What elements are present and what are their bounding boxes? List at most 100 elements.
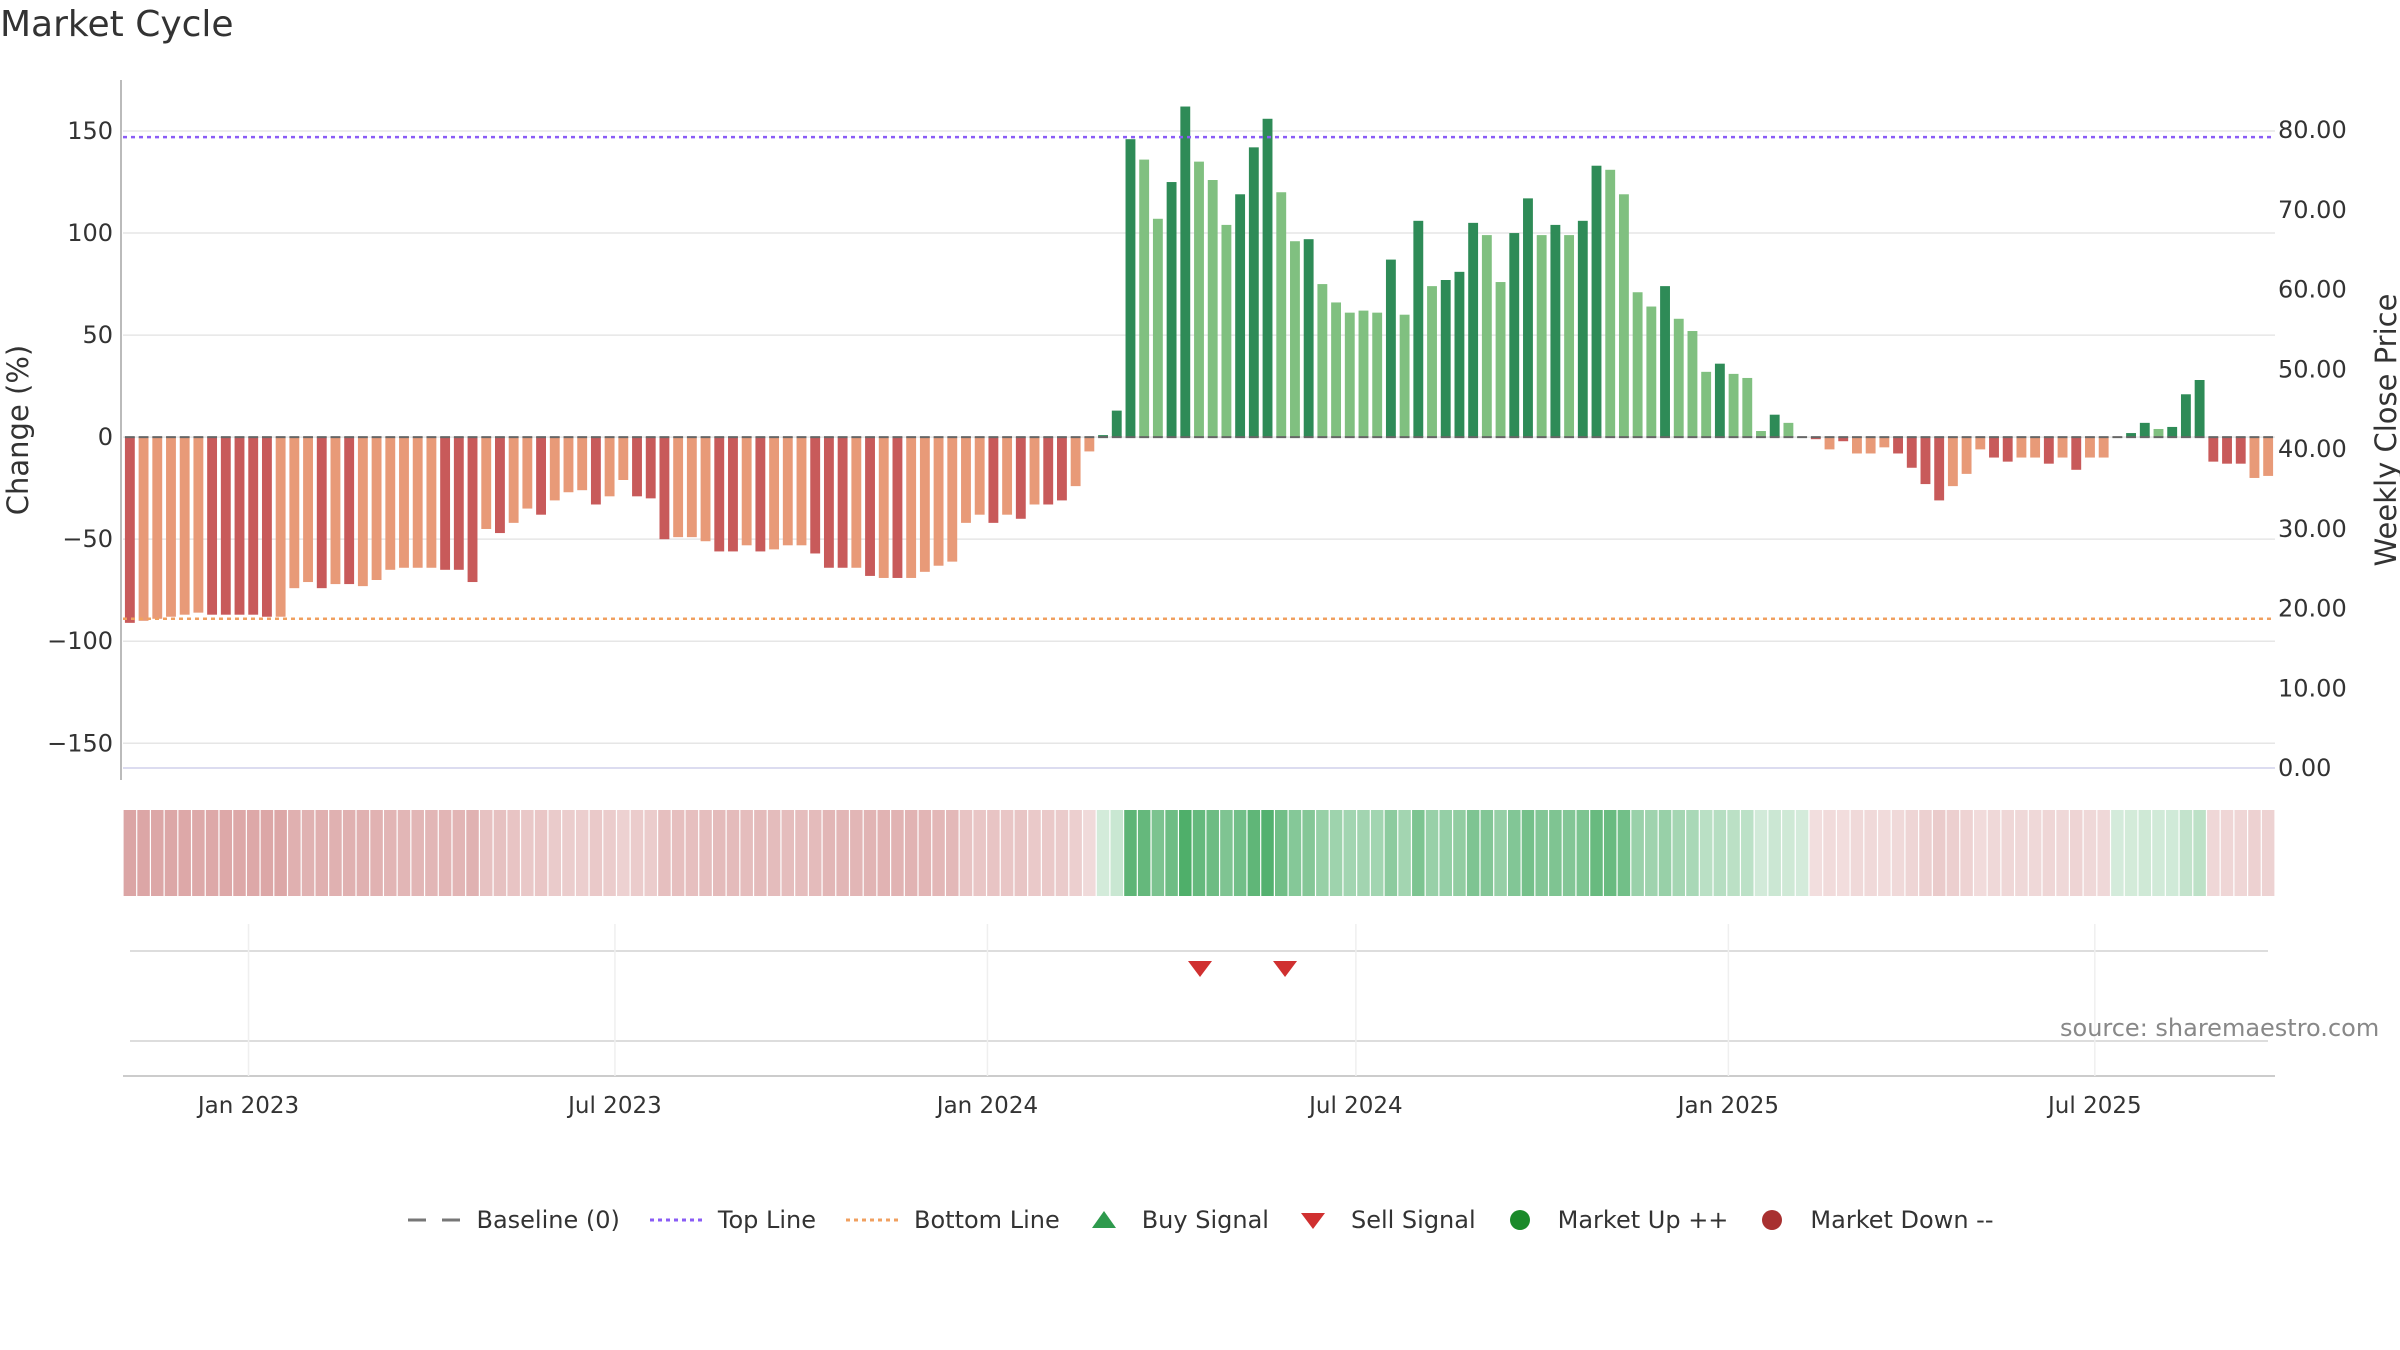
heat-cell	[1247, 810, 1261, 896]
bar	[1002, 437, 1013, 515]
bar	[1056, 437, 1067, 501]
bar	[1934, 437, 1945, 501]
heat-cell	[507, 810, 520, 896]
heat-cell	[1672, 810, 1685, 896]
y2-tick-label: 40.00	[2278, 435, 2347, 463]
sell-signal-marker	[1273, 961, 1298, 977]
heat-cell	[1590, 810, 1603, 896]
y2-tick-label: 70.00	[2278, 196, 2347, 224]
bar	[234, 437, 245, 615]
bar	[1577, 220, 1588, 438]
bar	[1468, 222, 1479, 438]
bar	[1152, 218, 1163, 438]
y-tick-label: −100	[47, 627, 113, 655]
heat-cell	[411, 810, 424, 896]
heat-cell	[1357, 810, 1370, 896]
heat-cell	[164, 810, 178, 896]
heat-cell	[1645, 810, 1658, 896]
bar	[453, 437, 464, 570]
bar	[1084, 437, 1095, 452]
heat-cell	[685, 810, 699, 896]
bar	[399, 437, 409, 568]
bar	[275, 437, 286, 617]
bar	[1660, 286, 1670, 438]
heat-cell	[932, 810, 945, 896]
heat-cell	[1370, 810, 1384, 896]
bar	[261, 437, 272, 617]
heat-cell	[1220, 810, 1233, 896]
heat-cell	[822, 810, 836, 896]
bar	[933, 437, 944, 566]
bar	[1838, 437, 1849, 442]
legend-label: Market Down --	[1810, 1206, 1994, 1234]
heat-cell	[260, 810, 274, 896]
bar	[426, 437, 437, 568]
bar	[1481, 235, 1492, 438]
bar	[2263, 437, 2274, 476]
heat-cell	[1055, 810, 1069, 896]
triangle-up-icon	[1091, 1211, 1116, 1228]
bar	[138, 437, 149, 621]
bar	[645, 437, 656, 499]
bar	[220, 437, 231, 615]
bar	[1879, 437, 1890, 448]
triangle-down	[1300, 1213, 1325, 1229]
bar	[495, 437, 505, 534]
bar	[1125, 139, 1136, 438]
heat-cell	[1850, 810, 1864, 896]
circle	[1762, 1210, 1783, 1230]
heat-cell	[1549, 810, 1562, 896]
heat-cell	[2001, 810, 2014, 896]
heat-cell	[1535, 810, 1548, 896]
heat-cell	[959, 810, 973, 896]
heat-cell	[1412, 810, 1425, 896]
heat-cell	[521, 810, 534, 896]
legend-label: Buy Signal	[1141, 1206, 1269, 1234]
heat-cell	[1823, 810, 1836, 896]
bar	[1111, 410, 1122, 438]
bar	[1413, 220, 1424, 438]
bar	[2030, 437, 2041, 458]
heat-cell	[2179, 810, 2193, 896]
heat-cell	[1041, 810, 1055, 896]
axes: 150 100 50 0 −50 −100 −150 80.00 70.00 60.00 50.00…	[1, 80, 2400, 782]
heat-cell	[2138, 810, 2152, 896]
heat-cell	[1562, 810, 1576, 896]
heat-cell	[1151, 810, 1165, 896]
bar	[1509, 233, 1520, 438]
bar	[604, 437, 615, 497]
heat-cell	[438, 810, 452, 896]
bar	[330, 437, 341, 585]
legend-item-sell-signal: Sell Signal	[1297, 1206, 1476, 1234]
bar	[700, 437, 711, 542]
legend-item-top-line: Top Line	[648, 1206, 816, 1234]
heat-cell	[713, 810, 726, 896]
source-credit: source: sharemaestro.com	[2060, 1014, 2380, 1042]
date-axis: Jan 2023 Jul 2023 Jan 2024 Jul 2024 Jan 2025…	[123, 924, 2275, 1119]
heat-cell	[1316, 810, 1329, 896]
bar	[1029, 437, 1040, 505]
bar	[316, 437, 327, 589]
chart-title: Market Cycle	[0, 4, 234, 45]
bar	[357, 437, 368, 587]
heat-cell	[1274, 810, 1288, 896]
heat-cell	[1617, 810, 1631, 896]
bar	[659, 437, 670, 540]
legend-label: Top Line	[717, 1206, 817, 1234]
bar	[1756, 431, 1766, 438]
bar	[1769, 414, 1780, 438]
heat-cell	[891, 810, 904, 896]
bar	[1303, 239, 1314, 438]
heat-cell	[1425, 810, 1439, 896]
heat-cell	[2261, 810, 2275, 896]
circle-icon	[1509, 1210, 1530, 1230]
legend-item-market-up: Market Up ++	[1504, 1206, 1728, 1234]
heat-cell	[671, 810, 685, 896]
bar	[1276, 192, 1287, 438]
heat-cell	[2069, 810, 2083, 896]
heat-cell	[987, 810, 1000, 896]
heat-cell	[795, 810, 808, 896]
bar	[878, 437, 889, 578]
heat-cell	[2248, 810, 2261, 896]
heat-cell	[219, 810, 233, 896]
